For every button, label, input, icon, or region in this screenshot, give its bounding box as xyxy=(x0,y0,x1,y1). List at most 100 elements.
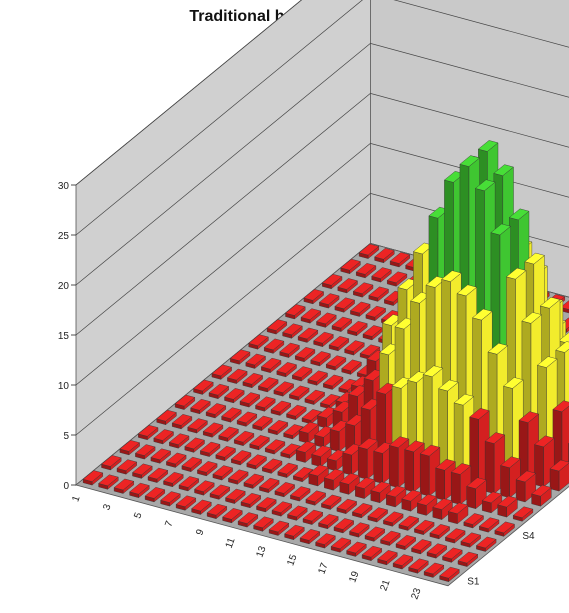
bar xyxy=(303,289,325,305)
bar xyxy=(500,456,521,499)
bar xyxy=(444,528,466,544)
bar-top-face xyxy=(539,296,561,309)
bar xyxy=(273,381,295,397)
bar-top-face xyxy=(441,270,462,282)
bar xyxy=(370,481,391,504)
bar xyxy=(386,271,408,287)
bar-top-face xyxy=(505,267,527,280)
bar-top-face xyxy=(423,562,445,575)
bar xyxy=(460,532,482,548)
bar-top-face xyxy=(276,362,297,374)
bar xyxy=(358,243,380,260)
bar-top-face xyxy=(299,529,321,541)
bar xyxy=(218,426,239,442)
bar xyxy=(261,458,283,474)
bar-top-face xyxy=(438,379,459,392)
bar-top-face xyxy=(147,467,169,480)
bar-top-face xyxy=(209,484,231,497)
x-tick-label: 11 xyxy=(224,536,238,550)
bar xyxy=(380,530,401,547)
bar xyxy=(264,439,286,455)
bar xyxy=(212,465,234,481)
bar xyxy=(267,419,289,436)
x-tick-label: 15 xyxy=(285,553,299,568)
bar-top-face xyxy=(337,278,358,290)
bar xyxy=(116,459,138,475)
bar xyxy=(413,519,435,536)
bar-top-face xyxy=(82,470,104,482)
bar-top-face xyxy=(320,494,342,507)
bar-top-face xyxy=(346,541,367,554)
bar xyxy=(315,533,336,549)
bar xyxy=(374,247,395,264)
bar xyxy=(552,400,569,473)
bar xyxy=(497,495,518,518)
bar-top-face xyxy=(264,439,286,451)
bar xyxy=(341,359,362,375)
bar-top-face xyxy=(268,520,290,533)
bar xyxy=(196,461,218,477)
bar xyxy=(252,415,273,432)
bar-top-face xyxy=(310,351,331,363)
bar-top-face xyxy=(442,547,463,560)
bar-top-face xyxy=(355,263,377,275)
bar-top-face xyxy=(171,414,193,426)
bar-top-face xyxy=(349,522,370,534)
bar-top-face xyxy=(196,461,218,473)
bar-top-face xyxy=(288,385,310,398)
bar xyxy=(137,424,159,441)
bar-top-face xyxy=(208,383,230,396)
bar-side-face xyxy=(420,453,430,497)
bar xyxy=(215,445,236,462)
bar-top-face xyxy=(472,308,493,321)
bar-side-face xyxy=(373,450,383,484)
z-tick-label: 5 xyxy=(63,431,69,442)
bar-top-face xyxy=(242,372,264,385)
bar xyxy=(355,263,377,279)
bar xyxy=(160,491,181,507)
bar-top-face xyxy=(277,462,298,475)
x-tick-label: 9 xyxy=(194,528,206,537)
bar xyxy=(174,394,196,411)
bar xyxy=(305,490,327,506)
bar xyxy=(367,507,389,523)
bar-top-face xyxy=(202,422,224,435)
bar-top-face xyxy=(401,489,422,502)
bar xyxy=(411,539,432,555)
bar-top-face xyxy=(205,403,227,415)
bar-top-face xyxy=(357,437,379,450)
bar xyxy=(295,441,317,463)
bar-top-face xyxy=(178,476,200,488)
bar-top-face xyxy=(132,463,153,476)
bar xyxy=(328,336,350,352)
bar xyxy=(286,404,307,421)
bar xyxy=(308,464,329,487)
bar-top-face xyxy=(248,334,269,346)
bar-top-face xyxy=(211,364,233,377)
bar xyxy=(316,312,337,328)
bar xyxy=(321,273,343,290)
bar-top-face xyxy=(408,558,429,571)
bar xyxy=(481,491,503,514)
bar-top-face xyxy=(392,554,414,566)
bar xyxy=(209,484,231,500)
bar xyxy=(475,536,497,552)
bar xyxy=(354,477,376,500)
bar-top-face xyxy=(457,551,479,564)
x-tick-label: 13 xyxy=(254,544,268,559)
bar-top-face xyxy=(150,448,172,461)
bar-top-face xyxy=(494,521,515,534)
bar-top-face xyxy=(116,459,138,471)
bar-top-face xyxy=(515,470,537,483)
bar-top-face xyxy=(450,463,472,475)
bar xyxy=(190,398,211,415)
bar xyxy=(194,480,215,496)
bar-top-face xyxy=(144,487,166,499)
bar-top-face xyxy=(113,478,135,491)
gridline xyxy=(75,143,569,386)
bar-top-face xyxy=(129,482,150,495)
bar xyxy=(325,355,347,371)
bar xyxy=(311,445,332,468)
bar-top-face xyxy=(333,518,355,530)
bar-top-face xyxy=(460,532,482,545)
